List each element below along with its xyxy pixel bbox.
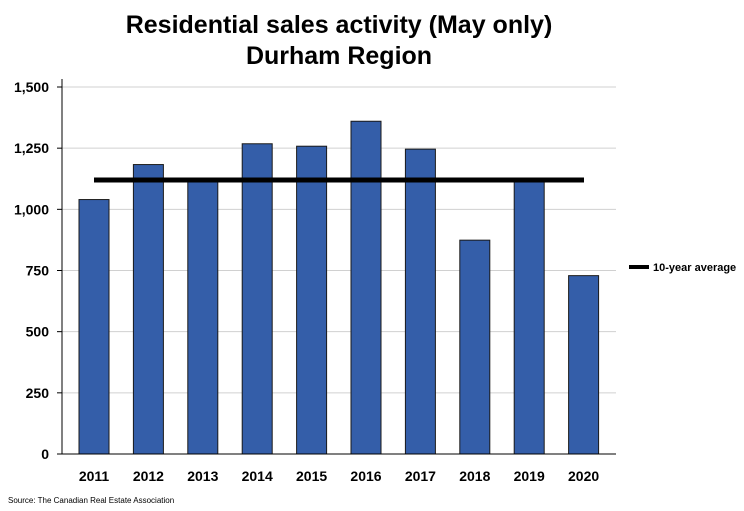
y-tick-label: 1,000 [14,201,49,217]
y-tick-label: 500 [26,324,50,340]
chart-subtitle: Durham Region [246,42,432,70]
legend: 10-year average [629,262,736,274]
source-note: Source: The Canadian Real Estate Associa… [8,496,174,505]
x-tick-label: 2018 [459,468,490,484]
x-tick-label: 2015 [296,468,327,484]
bar-2019 [513,179,545,455]
bar-2014 [241,143,273,455]
bar-2011 [78,199,110,455]
x-tick-label: 2011 [79,468,110,484]
x-tick-label: 2012 [133,468,164,484]
y-tick-label: 750 [26,263,50,279]
y-tick-label: 1,250 [14,140,49,156]
x-tick-label: 2016 [350,468,381,484]
y-tick-label: 0 [41,446,49,462]
x-tick-label: 2014 [242,468,273,484]
bar-2013 [187,179,219,455]
bar-2017 [404,148,436,455]
legend-label-average: 10-year average [653,262,736,274]
bar-series [78,120,600,455]
x-tick-label: 2019 [514,468,545,484]
chart-title: Residential sales activity (May only) [126,11,553,39]
y-axis-ticks: 0 250 500 750 1,000 1,250 1,500 [14,79,62,462]
bar-2015 [296,145,328,455]
y-tick-label: 250 [26,385,50,401]
x-axis-ticks: 2011 2012 2013 2014 2015 2016 2017 2018 2019 2020 [79,468,600,484]
bar-2018 [459,239,491,455]
y-tick-label: 1,500 [14,79,49,95]
x-tick-label: 2020 [568,468,599,484]
bar-2016 [350,120,382,455]
bar-2020 [568,275,600,455]
axes [61,79,616,455]
x-tick-label: 2013 [187,468,218,484]
x-tick-label: 2017 [405,468,436,484]
bar-2012 [132,164,164,455]
